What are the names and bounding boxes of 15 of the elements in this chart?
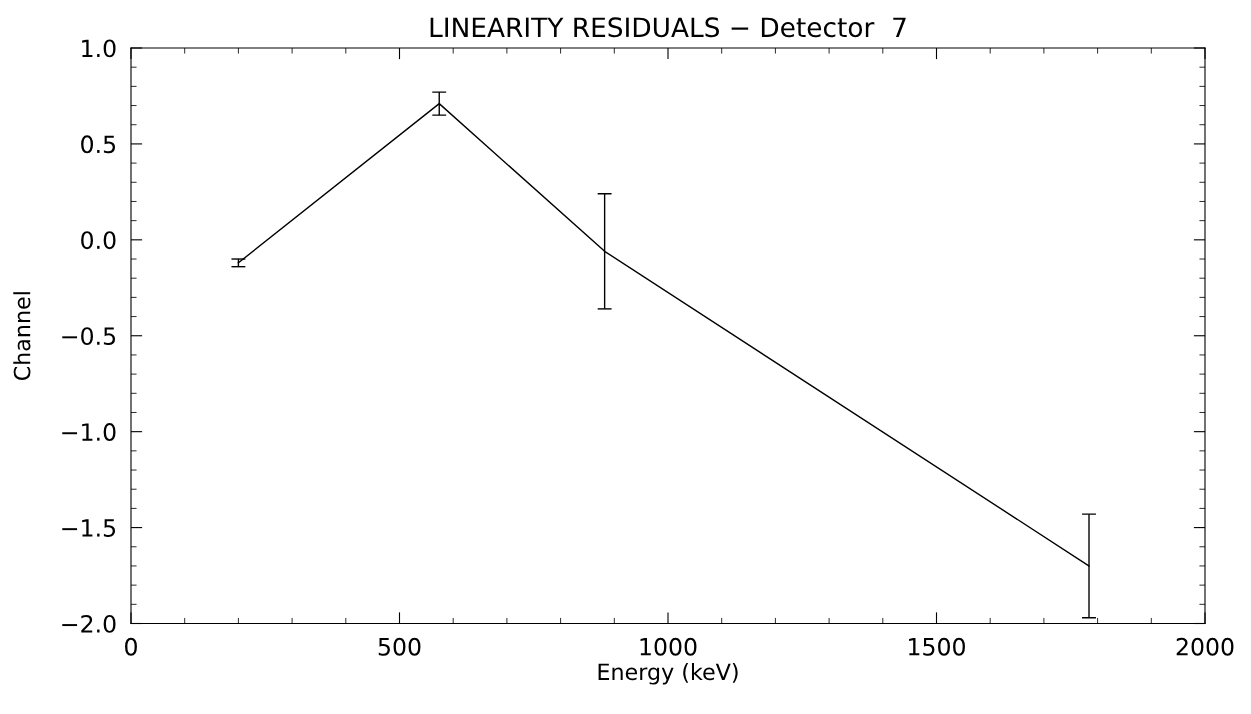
y-tick-label: 0.5 [81, 135, 116, 154]
x-axis-title: Energy (keV) [598, 663, 738, 685]
x-tick-label: 1500 [909, 637, 965, 656]
x-tick-label: 2000 [1176, 637, 1234, 656]
chart-title: LINEARITY RESIDUALS − Detector 7 [430, 17, 906, 38]
x-tick-label: 500 [378, 637, 421, 656]
y-tick-label: 1.0 [82, 39, 116, 58]
x-tick-label: 1000 [640, 637, 697, 656]
y-tick-label: −1.0 [62, 423, 116, 441]
y-axis-title: Channel [13, 292, 31, 381]
y-tick-label: −0.5 [62, 327, 116, 346]
y-tick-label: 0.0 [81, 231, 116, 250]
x-tick-label: 0 [125, 637, 137, 656]
y-tick-label: −1.5 [62, 519, 116, 537]
y-tick-label: −2.0 [62, 614, 116, 633]
